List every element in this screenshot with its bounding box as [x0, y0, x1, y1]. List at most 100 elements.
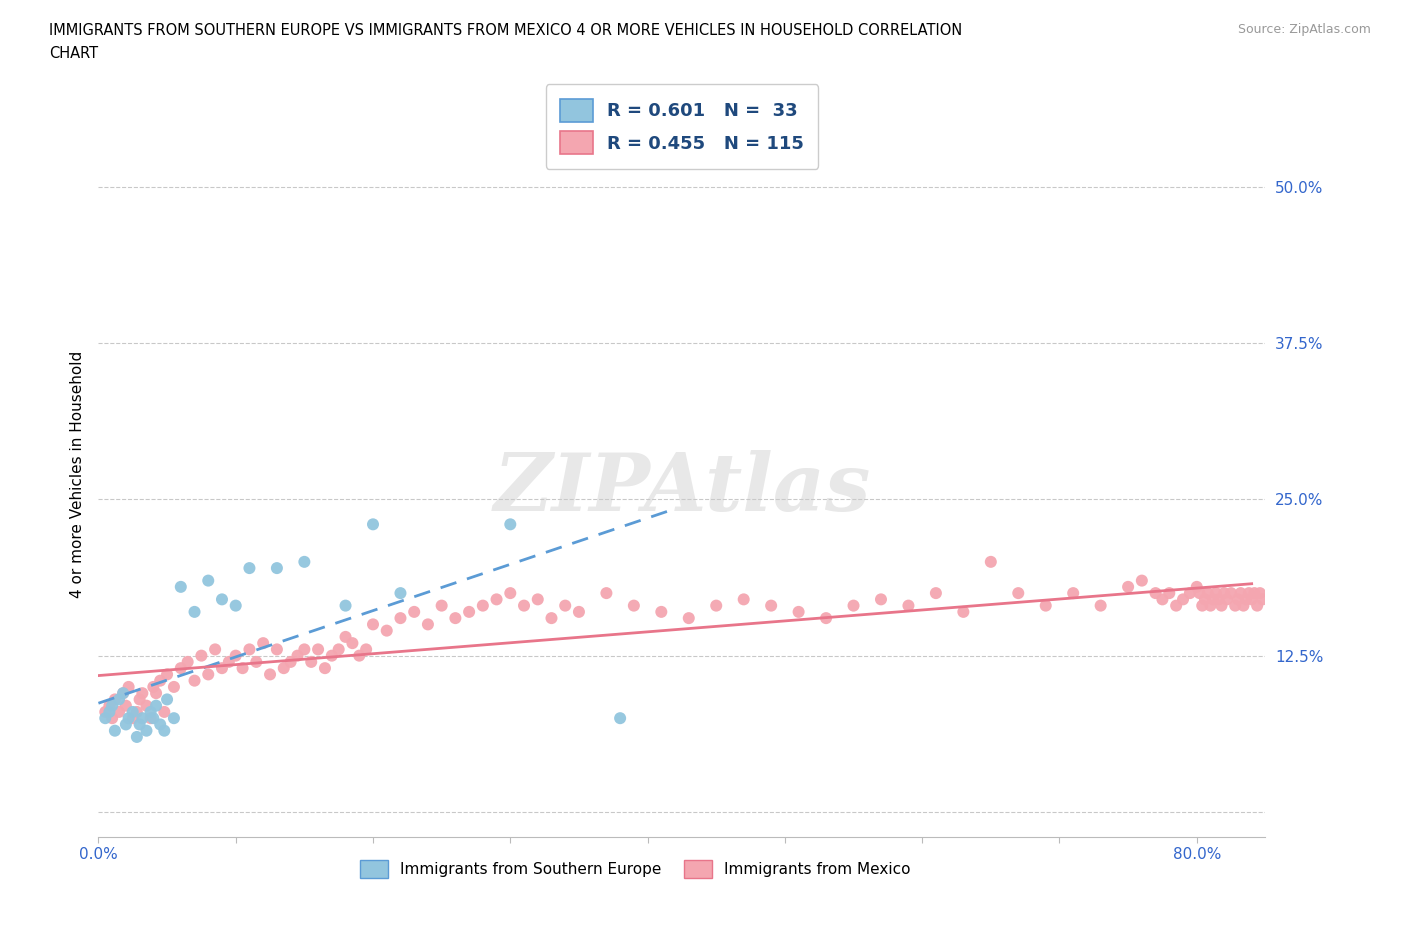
Point [94, 711, 117, 725]
Point [142, 711, 165, 725]
Point [389, 586, 412, 601]
Point [1251, 591, 1274, 606]
Point [1035, 598, 1057, 613]
Point [389, 611, 412, 626]
Point [170, 579, 193, 594]
Point [307, 642, 329, 657]
Point [139, 711, 162, 725]
Point [125, 729, 148, 744]
Point [733, 591, 755, 606]
Point [139, 705, 162, 720]
Point [108, 705, 131, 720]
Point [1202, 591, 1225, 606]
Point [321, 648, 343, 663]
Point [273, 660, 295, 675]
Point [266, 561, 288, 576]
Point [1171, 591, 1194, 606]
Point [145, 685, 167, 700]
Point [112, 685, 135, 700]
Point [1152, 591, 1174, 606]
Point [526, 591, 548, 606]
Point [170, 660, 193, 675]
Point [609, 711, 631, 725]
Point [117, 711, 139, 725]
Point [142, 680, 165, 695]
Text: Source: ZipAtlas.com: Source: ZipAtlas.com [1237, 23, 1371, 36]
Point [1166, 598, 1188, 613]
Point [897, 598, 920, 613]
Point [108, 692, 131, 707]
Point [1144, 586, 1167, 601]
Point [135, 724, 157, 738]
Point [128, 692, 150, 707]
Point [568, 604, 591, 619]
Point [704, 598, 727, 613]
Point [115, 698, 138, 713]
Point [1225, 598, 1247, 613]
Point [404, 604, 426, 619]
Point [471, 598, 494, 613]
Point [183, 673, 205, 688]
Point [252, 636, 274, 651]
Point [149, 673, 172, 688]
Point [121, 711, 143, 725]
Point [156, 667, 179, 682]
Point [349, 648, 371, 663]
Point [1205, 586, 1227, 601]
Point [1159, 586, 1181, 601]
Y-axis label: 4 or more Vehicles in Household: 4 or more Vehicles in Household [69, 351, 84, 598]
Point [1130, 573, 1153, 588]
Text: ZIPAtlas: ZIPAtlas [494, 450, 870, 527]
Point [623, 598, 645, 613]
Point [1246, 598, 1268, 613]
Point [335, 630, 357, 644]
Point [115, 717, 138, 732]
Point [1211, 598, 1233, 613]
Point [1007, 586, 1029, 601]
Text: CHART: CHART [49, 46, 98, 61]
Point [131, 685, 153, 700]
Point [117, 680, 139, 695]
Point [131, 711, 153, 725]
Point [292, 554, 315, 569]
Point [197, 667, 219, 682]
Point [513, 598, 536, 613]
Point [1237, 586, 1260, 601]
Point [650, 604, 672, 619]
Point [104, 724, 127, 738]
Point [211, 660, 233, 675]
Point [176, 655, 198, 670]
Point [121, 705, 143, 720]
Point [815, 611, 838, 626]
Point [595, 586, 617, 601]
Point [1178, 586, 1201, 601]
Point [980, 554, 1002, 569]
Point [245, 655, 267, 670]
Point [232, 660, 254, 675]
Point [1226, 591, 1249, 606]
Point [98, 705, 121, 720]
Point [1216, 591, 1239, 606]
Point [190, 648, 212, 663]
Point [759, 598, 782, 613]
Point [266, 642, 288, 657]
Point [1229, 586, 1251, 601]
Legend: Immigrants from Southern Europe, Immigrants from Mexico: Immigrants from Southern Europe, Immigra… [354, 854, 917, 883]
Point [197, 573, 219, 588]
Point [112, 685, 135, 700]
Point [238, 642, 260, 657]
Point [335, 598, 357, 613]
Point [163, 680, 186, 695]
Point [1191, 598, 1213, 613]
Point [128, 717, 150, 732]
Point [314, 660, 336, 675]
Text: IMMIGRANTS FROM SOUTHERN EUROPE VS IMMIGRANTS FROM MEXICO 4 OR MORE VEHICLES IN : IMMIGRANTS FROM SOUTHERN EUROPE VS IMMIG… [49, 23, 963, 38]
Point [135, 698, 157, 713]
Point [125, 705, 148, 720]
Point [101, 698, 124, 713]
Point [104, 692, 127, 707]
Point [1199, 598, 1222, 613]
Point [204, 642, 226, 657]
Point [287, 648, 309, 663]
Point [328, 642, 350, 657]
